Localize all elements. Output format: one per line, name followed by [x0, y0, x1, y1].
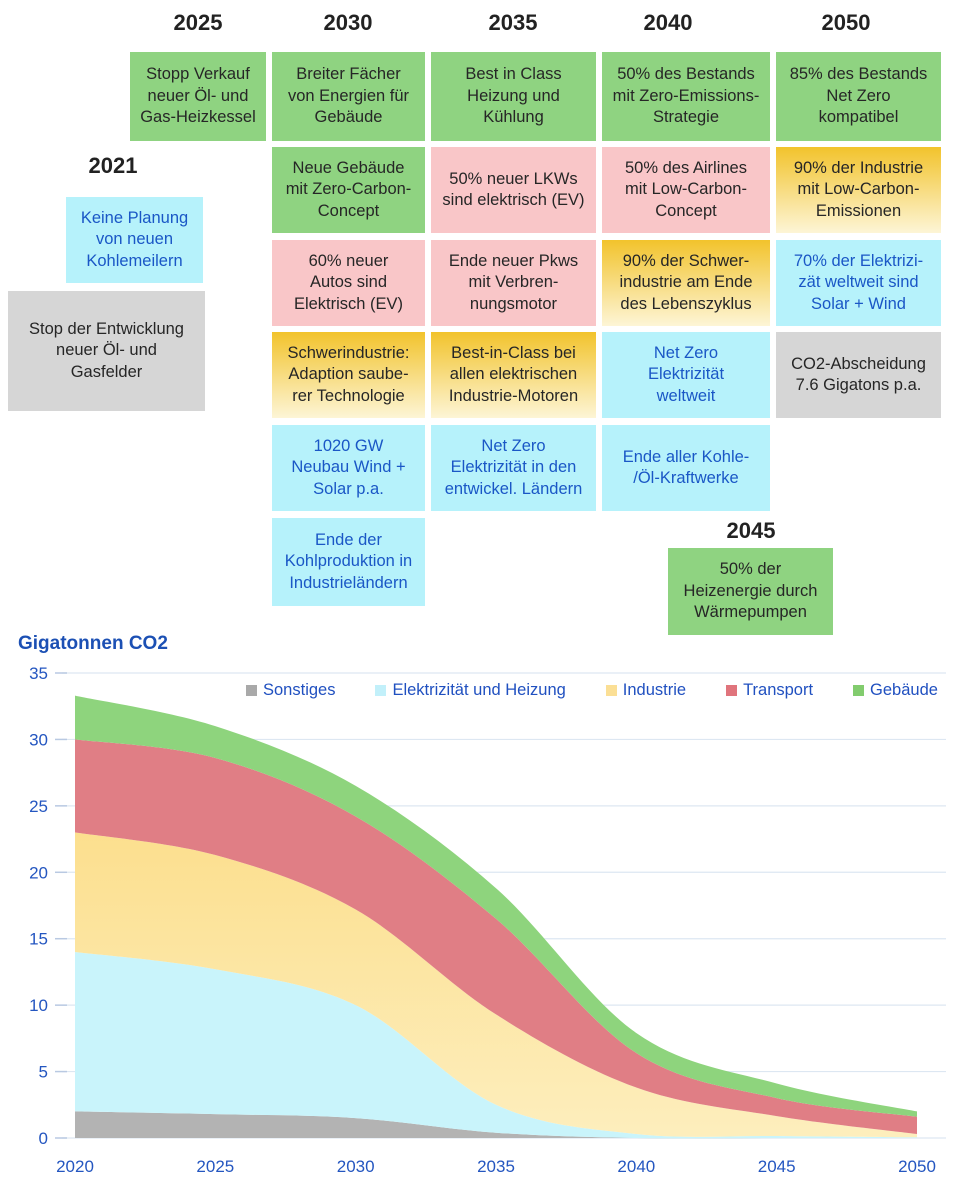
timeline-box-2021-2: Stop der Entwicklung neuer Öl- und Gasfe…: [8, 291, 205, 411]
x-axis-label-2050: 2050: [898, 1157, 936, 1176]
x-axis-label-2025: 2025: [196, 1157, 234, 1176]
y-axis-label-20: 20: [29, 863, 48, 882]
timeline-box-2035-1: Best in Class Heizung und Kühlung: [431, 52, 596, 141]
timeline-box-2050-2: 90% der Industrie mit Low-Carbon- Emissi…: [776, 147, 941, 233]
timeline-box-2045-1: 50% der Heizenergie durch Wärmepumpen: [668, 548, 833, 635]
timeline-box-2035-2: 50% neuer LKWs sind elektrisch (EV): [431, 147, 596, 233]
timeline-box-2035-4: Best-in-Class bei allen elektrischen Ind…: [431, 332, 596, 418]
y-axis-label-25: 25: [29, 797, 48, 816]
legend-item-industrie: Industrie: [605, 681, 687, 700]
year-header-2030: 2030: [323, 10, 373, 35]
y-axis-label-30: 30: [29, 730, 48, 749]
legend-item-elektrizitaet-und-heizung: Elektrizität und Heizung: [375, 681, 566, 700]
legend-item-transport: Transport: [726, 681, 813, 700]
legend-item-sonstiges: Sonstiges: [246, 681, 335, 700]
legend-swatch-sonstiges: [246, 685, 257, 696]
timeline-box-2050-1: 85% des Bestands Net Zero kompatibel: [776, 52, 941, 141]
year-header-2025: 2025: [173, 10, 223, 35]
timeline-box-2030-4: Schwerindustrie: Adaption saube- rer Tec…: [272, 332, 425, 418]
year-header-2035: 2035: [488, 10, 538, 35]
timeline-box-2040-4: Net Zero Elektrizität weltweit: [602, 332, 770, 418]
legend-item-gebaeude: Gebäude: [853, 681, 938, 700]
timeline-box-2030-6: Ende der Kohlproduktion in Industrieländ…: [272, 518, 425, 606]
timeline-box-2030-5: 1020 GW Neubau Wind + Solar p.a.: [272, 425, 425, 511]
timeline-box-2025-1: Stopp Verkauf neuer Öl- und Gas-Heizkess…: [130, 52, 266, 141]
legend-swatch-transport: [726, 685, 738, 696]
year-header-2045: 2045: [726, 518, 776, 543]
chart-title: Gigatonnen CO2: [18, 633, 168, 654]
area-series-sonstiges: [75, 1111, 917, 1139]
timeline-box-2040-1: 50% des Bestands mit Zero-Emissions- Str…: [602, 52, 770, 141]
y-axis-label-10: 10: [29, 996, 48, 1015]
area-series-transport: [75, 739, 917, 1134]
timeline-box-2021-1: Keine Planung von neuen Kohlemeilern: [66, 197, 203, 283]
timeline-box-2040-2: 50% des Airlines mit Low-Carbon- Concept: [602, 147, 770, 233]
legend-label: Transport: [743, 681, 814, 699]
y-axis-label-35: 35: [29, 664, 48, 683]
timeline-box-2030-3: 60% neuer Autos sind Elektrisch (EV): [272, 240, 425, 326]
y-axis-label-5: 5: [39, 1063, 48, 1082]
timeline-box-2030-2: Neue Gebäude mit Zero-Carbon- Concept: [272, 147, 425, 233]
x-axis-label-2030: 2030: [337, 1157, 375, 1176]
year-header-2050: 2050: [821, 10, 871, 35]
y-axis-label-0: 0: [39, 1129, 48, 1148]
legend-label: Elektrizität und Heizung: [392, 681, 566, 699]
legend-swatch-gebaeude: [853, 685, 865, 696]
y-axis-label-15: 15: [29, 930, 48, 949]
timeline-box-2050-4: CO2-Abscheidung 7.6 Gigatons p.a.: [776, 332, 941, 418]
timeline-box-2040-5: Ende aller Kohle- /Öl-Kraftwerke: [602, 425, 770, 511]
legend-label: Industrie: [622, 681, 687, 699]
legend-label: Sonstiges: [263, 681, 336, 699]
x-axis-label-2045: 2045: [758, 1157, 796, 1176]
timeline-box-2035-3: Ende neuer Pkws mit Verbren- nungsmotor: [431, 240, 596, 326]
timeline-box-2035-5: Net Zero Elektrizität in den entwickel. …: [431, 425, 596, 511]
chart-legend: Sonstiges Elektrizität und Heizung Industr…: [246, 681, 938, 700]
legend-label: Gebäude: [870, 681, 938, 699]
legend-swatch-elektrizitaet-und-heizung: [375, 685, 387, 696]
x-axis-label-2040: 2040: [617, 1157, 655, 1176]
x-axis-label-2020: 2020: [56, 1157, 94, 1176]
area-series-industrie: [75, 832, 917, 1138]
timeline-box-2050-3: 70% der Elektrizi- zät weltweit sind Sol…: [776, 240, 941, 326]
area-series-elektrizitaet-und-heizung: [75, 952, 917, 1139]
area-series-gebaeude: [75, 695, 917, 1117]
timeline-box-2040-3: 90% der Schwer- industrie am Ende des Le…: [602, 240, 770, 326]
timeline-box-2030-1: Breiter Fächer von Energien für Gebäude: [272, 52, 425, 141]
x-axis-label-2035: 2035: [477, 1157, 515, 1176]
legend-swatch-industrie: [605, 685, 617, 696]
year-header-2021: 2021: [88, 153, 138, 178]
year-header-2040: 2040: [643, 10, 693, 35]
